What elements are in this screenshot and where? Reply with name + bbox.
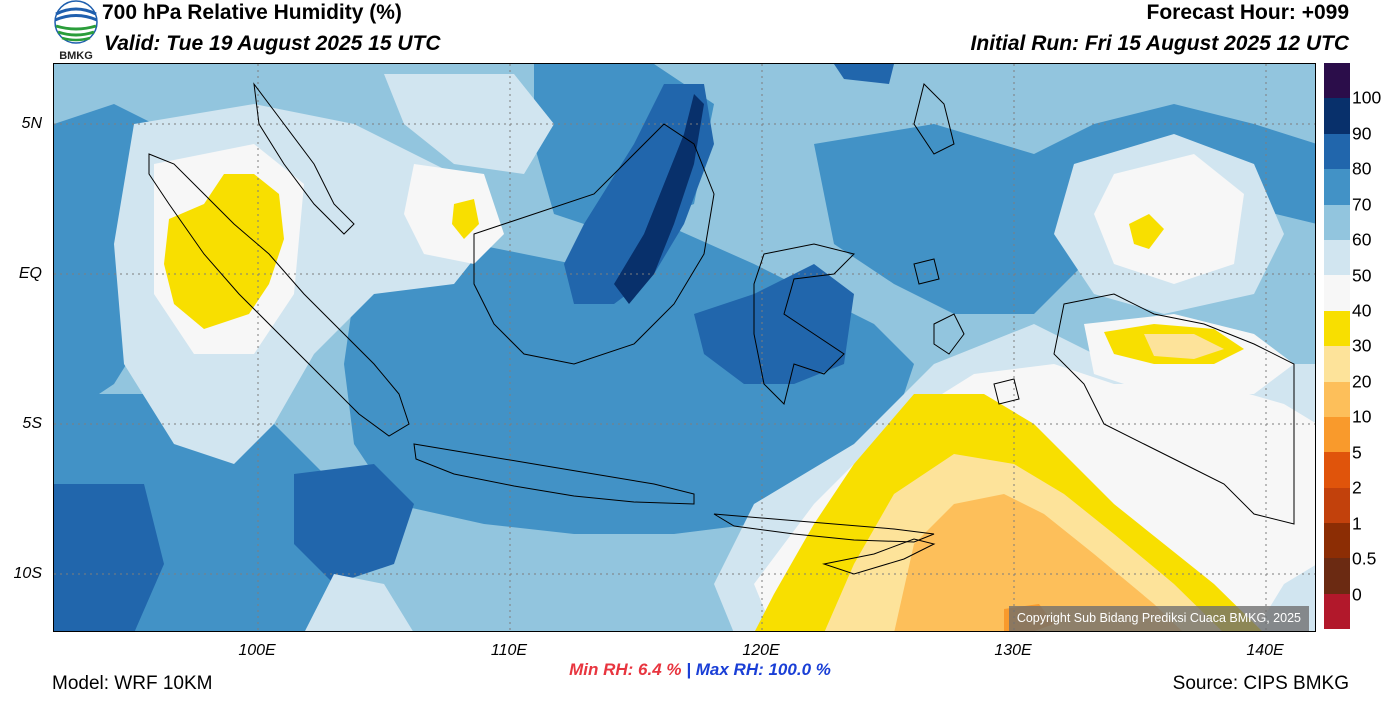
rh-30-40-zone [452,199,479,239]
malaya-coast [253,82,355,235]
rh-90-100-zone [614,94,704,304]
lat-label-10s: 10S [13,565,42,582]
humidity-field [54,64,1315,631]
min-rh: Min RH: 6.4 % [569,660,682,679]
legend-swatch [1324,452,1350,488]
color-legend [1324,63,1350,630]
legend-label: 5 [1352,442,1362,463]
rh-80-90-zone [694,264,854,384]
legend-label: 30 [1352,335,1372,356]
legend-label: 2 [1352,477,1362,498]
rh-40-50-zone [1094,154,1244,284]
rh-80-90-zone [294,464,414,584]
lon-label-130e: 130E [994,642,1032,659]
legend-label: 60 [1352,229,1372,250]
lon-label-120e: 120E [742,642,780,659]
rh-50-60-zone [305,574,413,631]
lon-label-140e: 140E [1246,642,1284,659]
legend-swatch [1324,204,1350,240]
legend-swatch [1324,310,1350,347]
rh-80-90-zone [564,84,714,304]
legend-label: 50 [1352,265,1372,286]
legend-swatch [1324,98,1350,134]
legend-swatch [1324,346,1350,382]
java-coast [413,443,695,505]
lat-label-5n: 5N [21,115,42,132]
graticule [54,64,1315,631]
legend-label: 10 [1352,406,1372,427]
legend-label: 0.5 [1352,548,1377,569]
copyright-notice: Copyright Sub Bidang Prediksi Cuaca BMKG… [1008,606,1309,631]
legend-label: 70 [1352,194,1372,215]
stats-separator: | [686,660,692,679]
maluku-coast [913,258,1020,405]
timor-coast [822,538,936,575]
legend-label: 1 [1352,513,1362,534]
legend-swatch [1324,239,1350,276]
legend-label: 100 [1352,87,1382,108]
lat-label-5s: 5S [22,415,42,432]
legend-swatch [1324,487,1350,524]
rh-80-90-zone [54,484,164,631]
legend-swatch [1324,523,1350,559]
legend-swatch [1324,416,1350,453]
legend-swatch [1324,593,1350,630]
bmkg-logo: BMKG [54,0,98,62]
nusa-tenggara-coast [713,513,935,543]
legend-swatch [1324,63,1350,99]
coastlines [148,82,1295,575]
legend-swatch [1324,169,1350,205]
model-label: Model: WRF 10KM [52,673,213,694]
initial-run: Initial Run: Fri 15 August 2025 12 UTC [970,32,1349,55]
legend-swatch [1324,381,1350,417]
source-label: Source: CIPS BMKG [1172,673,1349,694]
rh-10-20-zone [894,494,1182,631]
forecast-hour: Forecast Hour: +099 [1146,1,1350,24]
humidity-map: Copyright Sub Bidang Prediksi Cuaca BMKG… [53,63,1316,632]
legend-swatch [1324,558,1350,594]
papua-coast [1053,293,1295,525]
svg-text:BMKG: BMKG [59,50,93,62]
legend-label: 20 [1352,371,1372,392]
legend-swatch [1324,275,1350,311]
max-rh: Max RH: 100.0 % [695,660,831,679]
legend-label: 0 [1352,584,1362,605]
rh-stats: Min RH: 6.4 % | Max RH: 100.0 % [0,660,1400,680]
sulawesi-coast [753,243,855,405]
lon-label-100e: 100E [238,642,276,659]
legend-label: 80 [1352,158,1372,179]
legend-label: 40 [1352,300,1372,321]
sumatra-coast [148,153,410,437]
rh-80-90-zone [834,64,894,84]
rh-20-30-zone [1144,334,1224,359]
borneo-coast [473,123,715,365]
legend-swatch [1324,133,1350,170]
lat-label-eq: EQ [18,265,42,282]
rh-30-40-zone [1129,214,1164,249]
lon-label-110e: 110E [490,642,528,659]
rh-30-40-zone [164,174,284,329]
map-title: 700 hPa Relative Humidity (%) [102,1,402,24]
philippines-coast [913,83,955,155]
legend-label: 90 [1352,123,1372,144]
valid-time: Valid: Tue 19 August 2025 15 UTC [104,32,441,55]
